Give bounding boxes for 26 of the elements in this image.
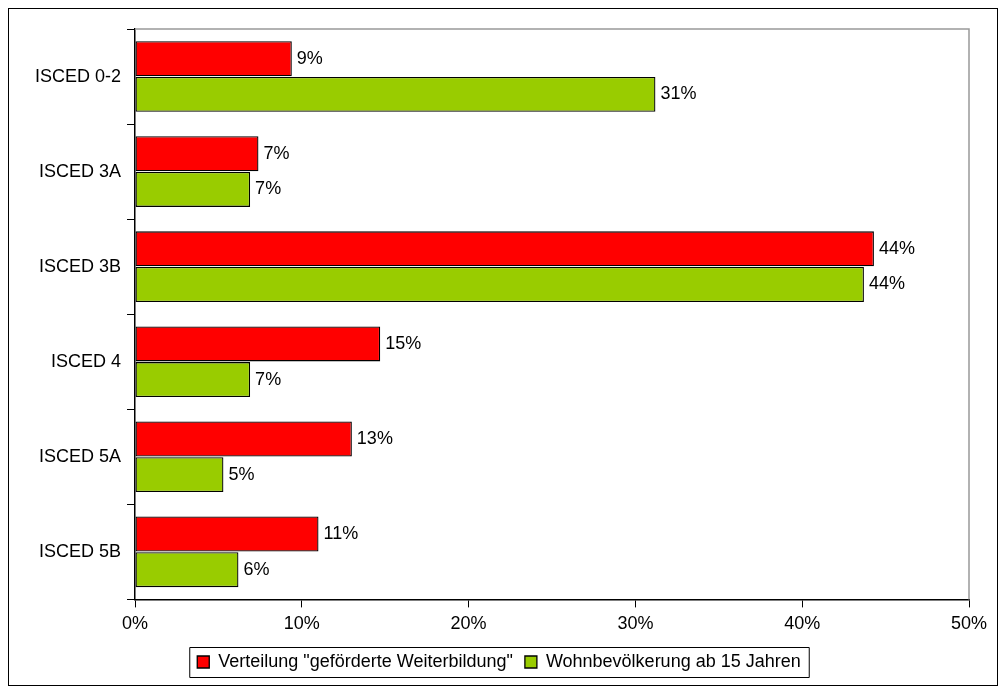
x-tick-label: 20%: [450, 613, 487, 634]
x-tick-label: 30%: [617, 613, 654, 634]
data-label: 31%: [660, 83, 697, 104]
y-tick-label: ISCED 5B: [39, 540, 122, 561]
legend-label: Wohnbevölkerung ab 15 Jahren: [545, 650, 801, 671]
data-label: 15%: [385, 332, 422, 353]
legend-label: Verteilung "geförderte Weiterbildung": [218, 650, 513, 671]
x-tick-label: 0%: [122, 613, 149, 634]
y-tick-label: ISCED 5A: [39, 445, 122, 466]
x-tick-label: 40%: [784, 613, 821, 634]
data-label: 13%: [356, 427, 393, 448]
data-label: 5%: [228, 463, 255, 484]
data-label: 9%: [296, 47, 323, 68]
data-label: 44%: [878, 237, 915, 258]
y-tick-label: ISCED 3B: [39, 255, 122, 276]
x-tick-label: 10%: [283, 613, 320, 634]
data-label: 7%: [263, 142, 290, 163]
x-tick-label: 50%: [950, 613, 988, 634]
data-label: 7%: [255, 368, 282, 389]
data-label: 11%: [323, 523, 359, 544]
y-tick-label: ISCED 0-2: [35, 65, 122, 86]
data-label: 7%: [255, 178, 282, 199]
y-tick-label: ISCED 4: [51, 350, 122, 371]
data-label: 6%: [243, 558, 270, 579]
data-label: 44%: [868, 273, 905, 294]
y-tick-label: ISCED 3A: [39, 160, 122, 181]
